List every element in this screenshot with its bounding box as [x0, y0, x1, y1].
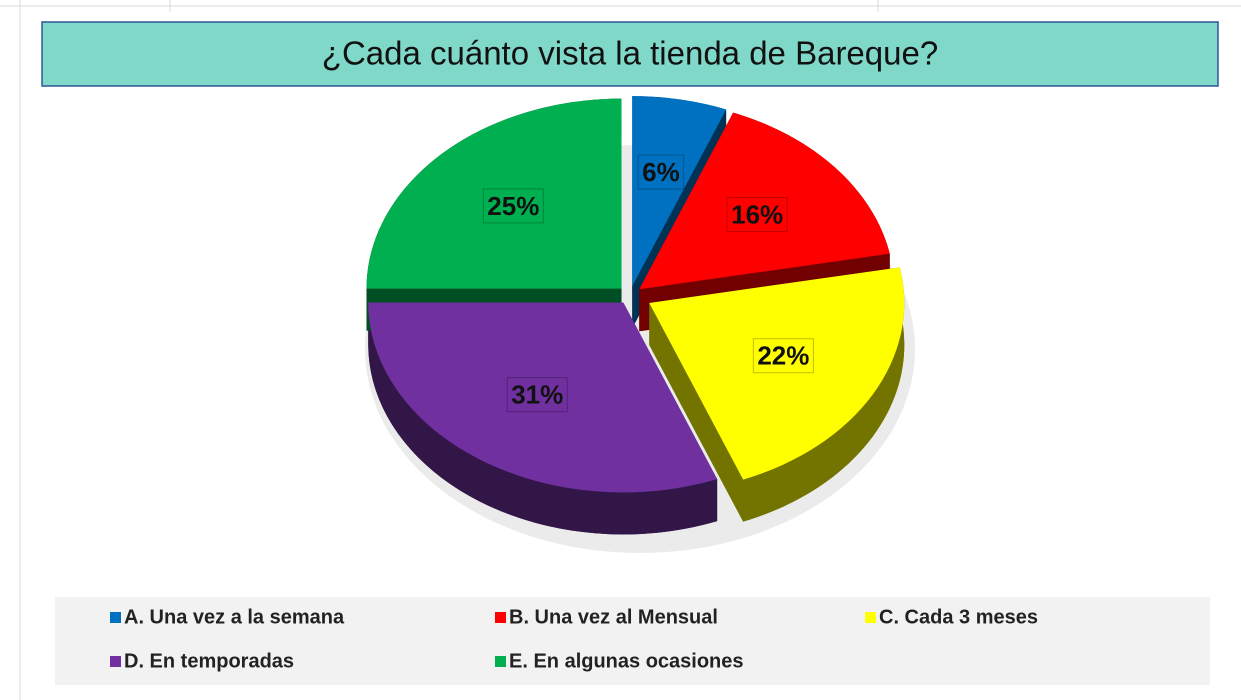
data-label-box [506, 377, 568, 413]
legend-swatch [110, 612, 121, 623]
slice-side [368, 302, 718, 535]
chart-title: ¿Cada cuánto vista la tienda de Bareque? [322, 35, 938, 72]
title-box [41, 21, 1219, 87]
legend-swatch [865, 612, 876, 623]
data-label: 22% [757, 341, 809, 371]
data-label: 25% [487, 191, 539, 221]
slice-cut [649, 302, 744, 522]
legend-box [55, 597, 1210, 685]
slice [632, 96, 727, 287]
legend-swatch [495, 612, 506, 623]
data-label-box [482, 188, 544, 224]
legend-label: E. En algunas ocasiones [509, 650, 744, 672]
pie: 6% 16% 22% 31% 25% [365, 96, 915, 553]
data-label-box [752, 338, 814, 374]
legend-label: C. Cada 3 meses [879, 606, 1038, 628]
data-label: 16% [731, 199, 783, 229]
legend-label: A. Una vez a la semana [124, 606, 345, 628]
slice [649, 267, 905, 480]
legend-label: B. Una vez al Mensual [509, 606, 718, 628]
data-label: 6% [642, 157, 680, 187]
data-label-box [637, 154, 685, 190]
slice-side [743, 267, 905, 522]
legend: A. Una vez a la semana B. Una vez al Mens… [110, 606, 1038, 672]
data-label-box [726, 196, 788, 232]
data-label: 31% [511, 380, 563, 410]
legend-swatch [110, 656, 121, 667]
legend-label: D. En temporadas [124, 650, 294, 672]
legend-swatch [495, 656, 506, 667]
